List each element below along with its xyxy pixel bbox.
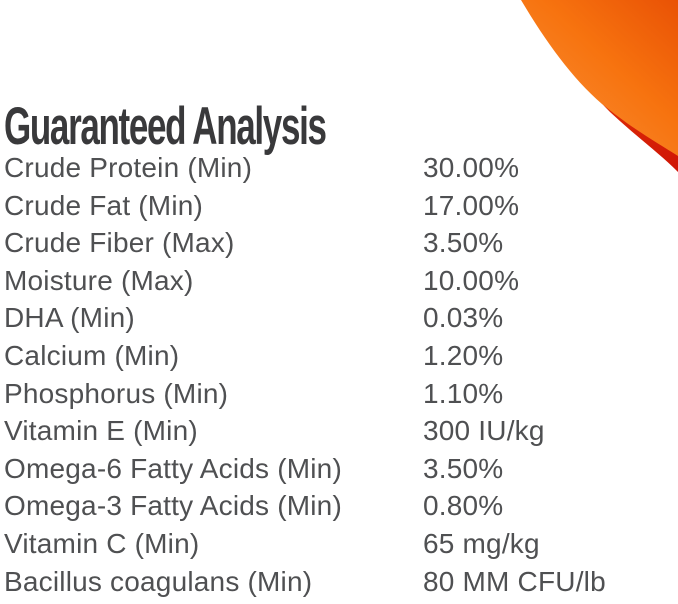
- analysis-row: DHA (Min) 0.03%: [4, 299, 674, 337]
- nutrient-value: 80 MM CFU/lb: [423, 565, 606, 597]
- nutrient-label: Bacillus coagulans (Min): [4, 565, 313, 597]
- nutrient-label: Vitamin E (Min): [4, 415, 198, 447]
- nutrient-value: 0.03%: [423, 302, 504, 334]
- analysis-row: Vitamin E (Min) 300 IU/kg: [4, 412, 674, 450]
- analysis-row: Crude Fat (Min) 17.00%: [4, 187, 674, 225]
- nutrient-label: DHA (Min): [4, 302, 135, 334]
- analysis-row: Vitamin C (Min) 65 mg/kg: [4, 525, 674, 563]
- nutrient-value: 30.00%: [423, 152, 520, 183]
- analysis-row: Calcium (Min) 1.20%: [4, 337, 674, 375]
- swoosh-orange-body: [521, 0, 678, 156]
- nutrient-value: 300 IU/kg: [423, 415, 545, 447]
- nutrient-label: Moisture (Max): [4, 264, 194, 296]
- nutrient-value: 0.80%: [423, 490, 504, 522]
- analysis-row: Moisture (Max) 10.00%: [4, 262, 674, 300]
- nutrient-label: Vitamin C (Min): [4, 527, 200, 559]
- nutrient-label: Crude Fat (Min): [4, 189, 204, 221]
- nutrient-value: 1.20%: [423, 339, 504, 371]
- nutrient-value: 10.00%: [423, 264, 520, 296]
- nutrient-value: 65 mg/kg: [423, 527, 540, 559]
- nutrient-label: Omega-3 Fatty Acids (Min): [4, 490, 342, 522]
- nutrient-value: 3.50%: [423, 227, 504, 259]
- guaranteed-analysis-table: Crude Protein (Min) 30.00% Crude Fat (Mi…: [4, 149, 674, 600]
- analysis-row: Crude Fiber (Max) 3.50%: [4, 224, 674, 262]
- nutrient-label: Crude Protein (Min): [4, 152, 253, 183]
- page-title: Guaranteed Analysis: [4, 96, 327, 156]
- analysis-row: Bacillus coagulans (Min) 80 MM CFU/lb: [4, 563, 674, 601]
- analysis-row: Crude Protein (Min) 30.00%: [4, 149, 674, 187]
- nutrient-label: Omega-6 Fatty Acids (Min): [4, 452, 342, 484]
- analysis-row: Phosphorus (Min) 1.10%: [4, 375, 674, 413]
- analysis-row: Omega-6 Fatty Acids (Min) 3.50%: [4, 450, 674, 488]
- nutrient-value: 17.00%: [423, 189, 520, 221]
- nutrient-value: 1.10%: [423, 377, 504, 409]
- nutrient-value: 3.50%: [423, 452, 504, 484]
- nutrient-label: Phosphorus (Min): [4, 377, 229, 409]
- nutrient-label: Crude Fiber (Max): [4, 227, 235, 259]
- nutrient-label: Calcium (Min): [4, 339, 180, 371]
- analysis-row: Omega-3 Fatty Acids (Min) 0.80%: [4, 487, 674, 525]
- swoosh-red-rim: [531, 0, 678, 172]
